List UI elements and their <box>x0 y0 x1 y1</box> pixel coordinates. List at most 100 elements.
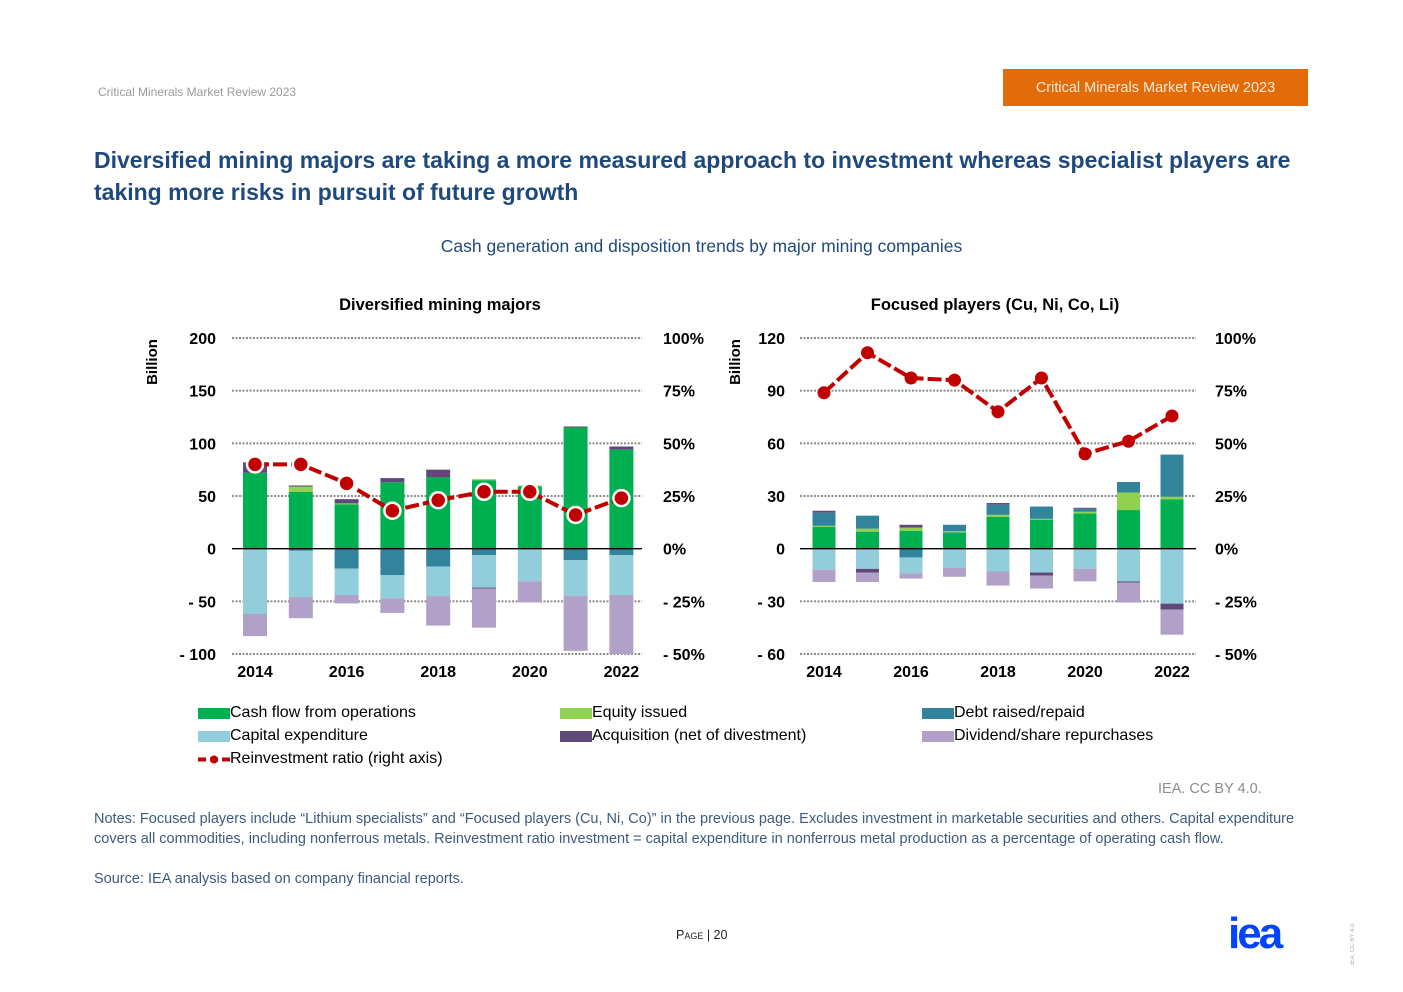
x-tick-label: 2018 <box>980 664 1016 681</box>
bar-acq <box>1117 581 1140 583</box>
bar-div <box>563 596 588 651</box>
bar-div <box>472 588 496 628</box>
legend-label-equity: Equity issued <box>592 704 688 721</box>
bar-acq <box>1160 603 1184 610</box>
y-tick-label: 200 <box>189 331 216 348</box>
bar-debt <box>426 548 451 567</box>
bar-capex <box>1160 548 1184 604</box>
ratio-point <box>520 482 540 502</box>
y2-tick-label: 75% <box>663 384 695 401</box>
legend-swatch-debt <box>922 707 954 719</box>
legend-label-debt: Debt raised/repaid <box>954 704 1085 721</box>
bar-capex <box>1117 548 1140 582</box>
ratio-point <box>337 474 356 493</box>
bar-div <box>1030 575 1053 589</box>
page-number: Page | 20 <box>676 928 727 942</box>
bar-debt <box>563 548 588 561</box>
x-tick-label: 2016 <box>893 664 929 681</box>
bar-equity <box>334 503 359 505</box>
header-report-label: Critical Minerals Market Review 2023 <box>98 85 297 99</box>
x-tick-label: 2018 <box>420 664 456 681</box>
y2-tick-label: 100% <box>663 331 704 348</box>
ratio-point <box>1078 447 1092 461</box>
bar-div <box>899 573 923 579</box>
legend-swatch-cfo <box>198 707 230 719</box>
bar-debt <box>1160 454 1184 497</box>
bar-div <box>380 598 405 613</box>
legend-item-cfo: Cash flow from operations <box>198 702 416 724</box>
bar-div <box>1073 568 1097 582</box>
bar-equity <box>943 531 966 533</box>
bar-equity <box>899 527 923 531</box>
figure-notes: Notes: Focused players include “Lithium … <box>94 811 1295 847</box>
bar-equity <box>1160 496 1184 500</box>
iea-logo: iea <box>1228 915 1287 953</box>
bar-capex <box>426 566 451 597</box>
figure-credit: IEA. CC BY 4.0. <box>1158 781 1262 797</box>
legend-item-equity: Equity issued <box>560 702 687 724</box>
y-tick-label: 120 <box>758 331 785 348</box>
bar-capex <box>563 560 588 597</box>
page-number-value: 20 <box>713 928 728 942</box>
bar-cfo <box>943 532 966 549</box>
legend-swatch-capex <box>198 730 230 742</box>
ratio-point <box>991 405 1005 419</box>
ratio-point <box>948 373 961 387</box>
chart-diversified-majors: Diversified mining majors Billion 200 150 10… <box>144 296 705 681</box>
legend-item-capex: Capital expenditure <box>198 725 368 747</box>
x-tick-label: 2020 <box>1067 664 1103 681</box>
legend: Cash flow from operations Equity issued … <box>198 702 1208 772</box>
bar-div <box>1117 582 1140 603</box>
bar-acq <box>563 426 588 428</box>
legend-swatch-acq <box>560 730 592 742</box>
y2-tick-label: 75% <box>1215 384 1247 401</box>
ratio-point <box>904 371 918 385</box>
vertical-credit: IEA. CC BY 4.0. <box>1350 922 1356 965</box>
y2-tick-label: 50% <box>663 436 695 453</box>
y2-tick-label: - 50% <box>1215 647 1257 664</box>
x-tick-label: 2014 <box>806 664 842 681</box>
bar-cfo <box>288 491 313 549</box>
page-separator: | <box>703 928 714 942</box>
bar-capex <box>986 548 1010 572</box>
bar-capex <box>243 548 267 614</box>
ratio-point <box>291 455 311 474</box>
bar-acq <box>380 478 405 483</box>
bar-equity <box>288 486 313 492</box>
legend-label-ratio: Reinvestment ratio (right axis) <box>230 750 443 767</box>
ratio-line <box>822 350 1174 457</box>
bar-debt <box>334 548 359 569</box>
bar-div <box>856 572 879 583</box>
bar-acq <box>334 499 359 504</box>
bar-cfo <box>856 531 879 549</box>
header-report-badge: Critical Minerals Market Review 2023 <box>1003 69 1308 106</box>
figure-subtitle: Cash generation and disposition trends b… <box>440 236 963 256</box>
y-axis-label: Billion <box>727 339 744 385</box>
bar-div <box>986 571 1010 586</box>
ratio-point <box>474 482 494 502</box>
figure-source: Source: IEA analysis based on company fi… <box>94 871 464 887</box>
bar-capex <box>472 554 496 588</box>
legend-item-div: Dividend/share repurchases <box>922 725 1153 747</box>
bar-cfo <box>1073 513 1097 549</box>
ratio-point <box>817 386 831 400</box>
x-tick-label: 2020 <box>512 664 548 681</box>
y-tick-label: 100 <box>189 436 216 453</box>
bar-debt <box>609 548 634 555</box>
y2-tick-label: 0% <box>1215 542 1238 559</box>
chart-title: Diversified mining majors <box>339 296 541 314</box>
legend-item-acq: Acquisition (net of divestment) <box>560 725 806 747</box>
bar-div <box>288 597 313 619</box>
y2-tick-label: 25% <box>663 489 695 506</box>
bar-equity <box>856 528 879 532</box>
bar-cfo <box>986 516 1010 549</box>
ratio-point <box>245 455 265 474</box>
y-tick-label: 0 <box>207 542 216 559</box>
header-badge-text: Critical Minerals Market Review 2023 <box>1035 79 1276 96</box>
bar-debt <box>899 548 923 558</box>
bar-acq <box>812 510 836 513</box>
y-tick-label: 0 <box>776 542 785 559</box>
charts-canvas: Diversified mining majors Billion 200 150 10… <box>144 296 1257 681</box>
bar-equity <box>1117 492 1140 511</box>
bar-cfo <box>1117 510 1140 549</box>
